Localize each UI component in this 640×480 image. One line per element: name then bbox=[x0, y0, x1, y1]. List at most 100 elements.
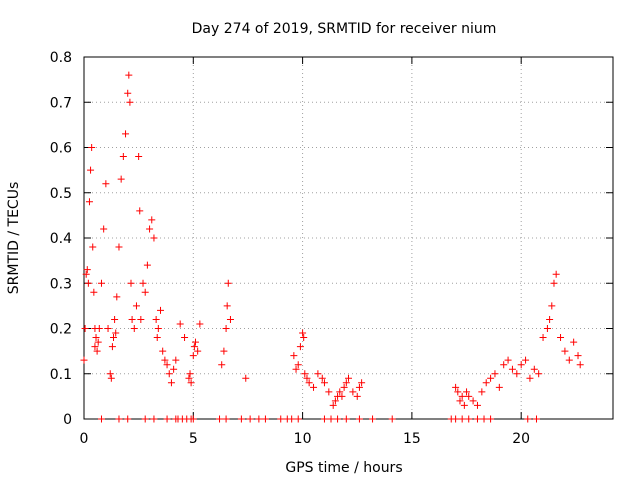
data-point bbox=[159, 347, 167, 355]
data-point bbox=[115, 415, 123, 423]
data-point bbox=[342, 415, 350, 423]
data-point bbox=[465, 392, 473, 400]
data-point bbox=[226, 315, 234, 323]
data-point bbox=[329, 401, 337, 409]
data-point bbox=[334, 415, 342, 423]
x-tick-label: 0 bbox=[80, 431, 89, 447]
data-point bbox=[137, 315, 145, 323]
data-point bbox=[148, 216, 156, 224]
data-point bbox=[185, 374, 193, 382]
data-point bbox=[237, 415, 245, 423]
data-point bbox=[320, 379, 328, 387]
data-point bbox=[314, 370, 322, 378]
data-point bbox=[110, 334, 118, 342]
data-point bbox=[85, 198, 93, 206]
data-point bbox=[104, 325, 112, 332]
data-point bbox=[191, 338, 199, 346]
data-point bbox=[93, 347, 101, 355]
data-point bbox=[83, 266, 91, 274]
data-point bbox=[478, 388, 486, 396]
data-point bbox=[526, 374, 534, 382]
data-point bbox=[570, 338, 578, 346]
data-point bbox=[141, 288, 149, 296]
data-point bbox=[460, 401, 468, 409]
data-point bbox=[513, 370, 521, 378]
data-point bbox=[552, 270, 560, 278]
data-point bbox=[181, 334, 189, 342]
data-point bbox=[154, 325, 162, 332]
data-point bbox=[222, 325, 230, 332]
data-point bbox=[355, 415, 363, 423]
data-point bbox=[124, 415, 132, 423]
data-point bbox=[176, 320, 184, 328]
data-point bbox=[349, 388, 357, 396]
data-point bbox=[480, 415, 488, 423]
data-point bbox=[190, 343, 198, 351]
data-point bbox=[454, 388, 462, 396]
data-point bbox=[135, 153, 143, 161]
data-point bbox=[143, 261, 151, 269]
data-point bbox=[288, 415, 296, 423]
y-tick-label: 0 bbox=[63, 412, 72, 428]
y-axis-label: SRMTID / TECUs bbox=[6, 182, 22, 295]
data-point bbox=[303, 374, 311, 382]
data-point bbox=[301, 370, 309, 378]
data-point bbox=[353, 392, 361, 400]
x-axis-label: GPS time / hours bbox=[285, 460, 402, 476]
data-point bbox=[127, 279, 135, 287]
data-point bbox=[189, 352, 197, 360]
data-point bbox=[535, 370, 543, 378]
data-point bbox=[557, 334, 565, 342]
data-point bbox=[456, 397, 464, 405]
data-point bbox=[146, 225, 154, 233]
data-point bbox=[508, 365, 516, 373]
data-point bbox=[150, 234, 158, 242]
data-point bbox=[318, 374, 326, 382]
data-point bbox=[300, 334, 308, 342]
data-point bbox=[122, 130, 130, 138]
data-point bbox=[196, 320, 204, 328]
data-point bbox=[561, 347, 569, 355]
data-point bbox=[119, 153, 127, 161]
data-point bbox=[172, 356, 180, 364]
y-tick-label: 0.7 bbox=[50, 95, 72, 111]
y-tick-label: 0.1 bbox=[50, 367, 72, 383]
data-point bbox=[187, 379, 195, 387]
data-point bbox=[539, 334, 547, 342]
y-tick-label: 0.2 bbox=[50, 322, 72, 338]
data-point bbox=[153, 334, 161, 342]
data-point bbox=[369, 415, 377, 423]
data-point bbox=[88, 144, 96, 151]
data-point bbox=[388, 415, 396, 423]
data-point bbox=[117, 175, 125, 183]
data-point bbox=[473, 415, 481, 423]
data-point bbox=[161, 356, 169, 364]
data-point bbox=[130, 325, 138, 332]
data-point bbox=[482, 379, 490, 387]
data-point bbox=[327, 415, 335, 423]
data-point bbox=[500, 361, 508, 369]
data-point bbox=[112, 329, 120, 337]
data-point bbox=[465, 415, 473, 423]
data-point bbox=[524, 415, 532, 423]
data-point bbox=[242, 374, 250, 382]
data-point bbox=[358, 379, 366, 387]
x-tick-label: 15 bbox=[403, 431, 421, 447]
data-point bbox=[126, 98, 134, 106]
data-point bbox=[163, 415, 171, 423]
data-point bbox=[128, 315, 136, 323]
data-point bbox=[139, 279, 147, 287]
data-point bbox=[95, 325, 103, 332]
data-point bbox=[92, 334, 100, 342]
data-point bbox=[530, 365, 538, 373]
data-point bbox=[548, 302, 556, 310]
data-point bbox=[113, 293, 121, 301]
data-point bbox=[565, 356, 573, 364]
data-point bbox=[246, 415, 254, 423]
axis-ticks: 0 0.1 0.2 0.3 0.4 0.5 0.6 0.7 0.8 0 5 10 15 20 bbox=[50, 50, 613, 447]
data-point bbox=[487, 374, 495, 382]
data-point bbox=[97, 279, 105, 287]
data-point bbox=[261, 415, 269, 423]
data-point bbox=[163, 361, 171, 369]
